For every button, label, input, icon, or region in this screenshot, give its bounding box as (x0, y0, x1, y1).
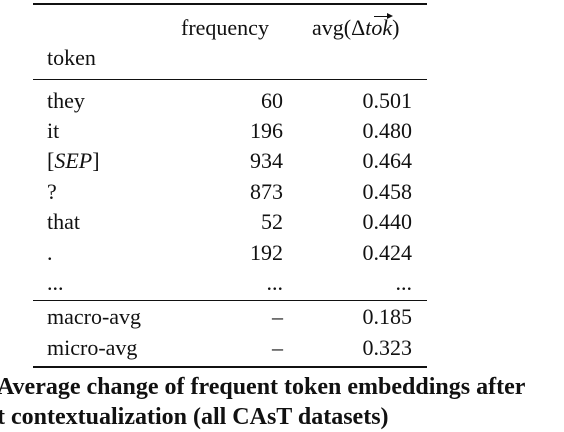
table-row: it 196 0.480 (0, 116, 564, 146)
token-text: ... (47, 270, 64, 295)
token-text: that (47, 209, 80, 234)
header-frequency: frequency (181, 15, 269, 40)
avg-cell: ... (395, 270, 413, 295)
table-row: [SEP] 934 0.464 (0, 146, 564, 176)
avg-cell: 0.185 (362, 304, 413, 329)
token-text: ? (47, 179, 57, 204)
token-cell: ? (47, 177, 57, 207)
frequency-cell: ... (266, 270, 284, 295)
frequency-cell: 196 (250, 118, 283, 143)
token-cell: that (47, 207, 80, 237)
avg-cell: 0.464 (362, 148, 413, 173)
token-cell: [SEP] (47, 146, 100, 176)
header-rule (33, 79, 427, 80)
top-rule (33, 3, 427, 5)
avg-cell: 0.458 (362, 179, 413, 204)
avg-cell: 0.440 (362, 209, 413, 234)
token-text: ] (92, 148, 100, 173)
table-row: that 52 0.440 (0, 207, 564, 237)
token-text: . (47, 240, 53, 265)
header-avg-suffix: ) (392, 15, 400, 40)
token-cell: it (47, 116, 59, 146)
summary-label: micro-avg (47, 335, 138, 360)
table-row: ? 873 0.458 (0, 177, 564, 207)
header-avg-tok-vector: tok (365, 13, 394, 40)
avg-cell: 0.323 (362, 335, 413, 360)
token-cell: they (47, 86, 85, 116)
table-caption: Average change of frequent token embeddi… (0, 372, 564, 432)
frequency-cell: 873 (250, 179, 283, 204)
summary-label: macro-avg (47, 304, 142, 329)
bottom-rule (33, 366, 427, 368)
frequency-cell: 52 (261, 209, 283, 234)
frequency-cell: 60 (261, 88, 283, 113)
header-avg-prefix: avg(Δ (312, 15, 366, 40)
summary-row: micro-avg – 0.323 (0, 333, 564, 363)
table-row: ... ... ... (0, 268, 564, 298)
summary-row: macro-avg – 0.185 (0, 302, 564, 332)
table-row: . 192 0.424 (0, 238, 564, 268)
token-text: [ (47, 148, 55, 173)
avg-cell: 0.501 (362, 88, 413, 113)
avg-cell: 0.480 (362, 118, 413, 143)
token-cell: ... (47, 268, 64, 298)
header-token: token (47, 45, 96, 70)
caption-line: t contextualization (all CAsT datasets) (0, 404, 389, 430)
token-text: they (47, 88, 85, 113)
frequency-cell: – (272, 304, 283, 329)
summary-rule (33, 300, 427, 301)
token-cell: . (47, 238, 53, 268)
frequency-cell: 192 (250, 240, 283, 265)
header-avg-delta: avg(Δtok) (312, 13, 400, 41)
frequency-cell: 934 (250, 148, 283, 173)
token-text: it (47, 118, 60, 143)
frequency-cell: – (272, 335, 283, 360)
token-text-italic: SEP (54, 148, 93, 173)
table-row: they 60 0.501 (0, 86, 564, 116)
caption-line: Average change of frequent token embeddi… (0, 374, 526, 400)
avg-cell: 0.424 (362, 240, 413, 265)
